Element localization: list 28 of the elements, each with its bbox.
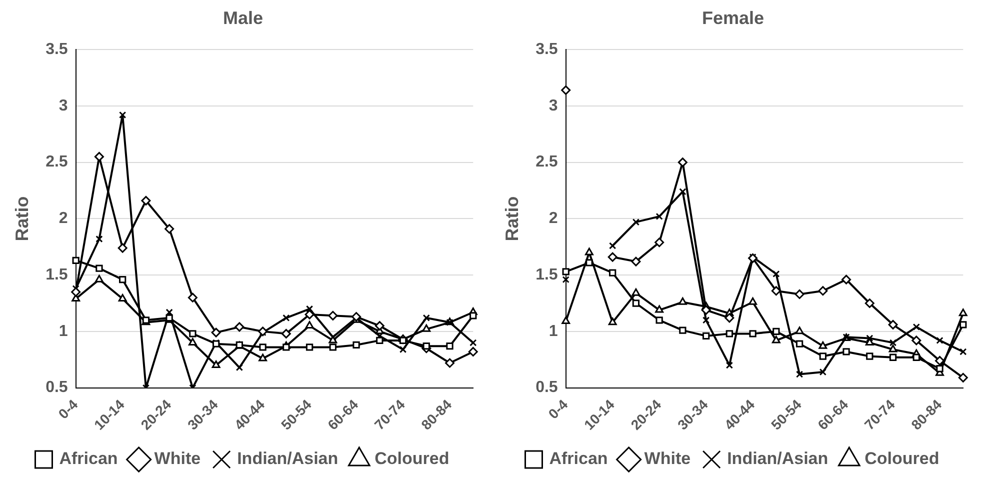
y-tick-label: 1 — [58, 322, 68, 340]
legend-label: African — [549, 449, 608, 468]
y-tick-label: 0.5 — [536, 379, 558, 396]
y-axis-title: Ratio — [502, 196, 522, 242]
legend-label: White — [154, 449, 201, 468]
y-tick-label: 2.5 — [536, 154, 558, 171]
x-tick-label: 0-4 — [545, 396, 571, 422]
legend-label: Coloured — [374, 449, 450, 468]
y-tick-label: 3 — [548, 97, 558, 114]
y-axis-title: Ratio — [12, 196, 32, 242]
chart-title: Female — [702, 8, 764, 28]
legend-label: Coloured — [864, 449, 940, 468]
y-tick-label: 3.5 — [46, 41, 68, 58]
y-tick-label: 3.5 — [536, 41, 558, 58]
y-tick-label: 2.5 — [46, 154, 68, 171]
x-tick-label: 0-4 — [55, 396, 81, 422]
y-tick-label: 2 — [58, 210, 68, 228]
legend-label: White — [644, 449, 691, 468]
chart-title: Male — [222, 8, 264, 28]
legend-label: African — [59, 449, 118, 468]
legend-label: Indian/Asian — [237, 449, 338, 468]
y-tick-label: 3 — [58, 97, 68, 114]
y-tick-label: 2 — [548, 210, 558, 228]
legend-label: Indian/Asian — [727, 449, 828, 468]
y-tick-label: 1 — [548, 322, 558, 340]
y-tick-label: 1.5 — [46, 266, 68, 284]
y-tick-label: 1.5 — [536, 266, 558, 284]
y-tick-label: 0.5 — [46, 379, 68, 396]
